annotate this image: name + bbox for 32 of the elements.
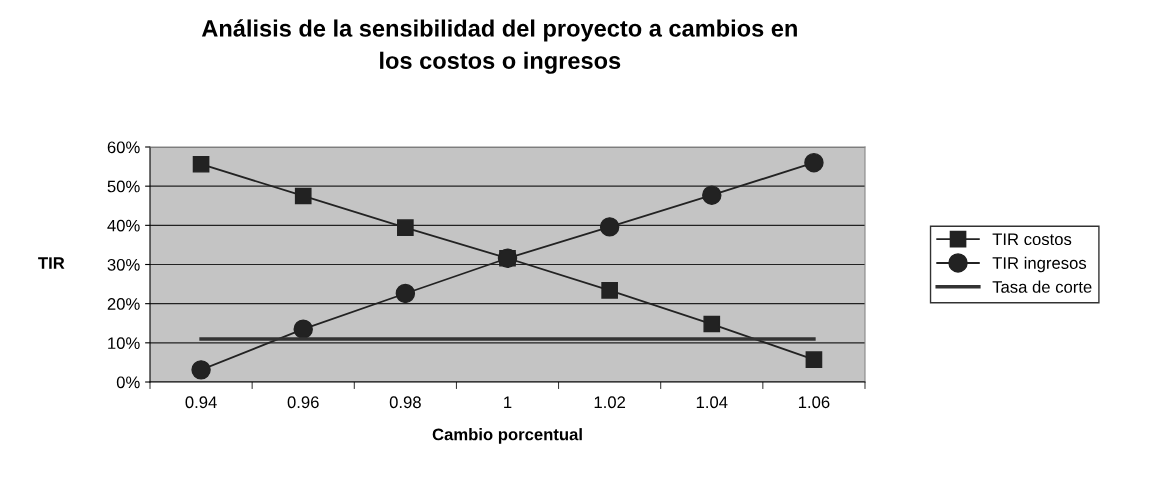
x-tick-label: 1: [504, 396, 512, 408]
y-tick-label: 20%: [107, 298, 140, 310]
x-axis-title: Cambio porcentual: [432, 428, 582, 444]
point: [397, 219, 414, 237]
y-tick-label: 40%: [107, 219, 140, 232]
point: [599, 217, 620, 237]
x-tick-label: 0.94: [185, 396, 217, 409]
x-tick-label: 1.04: [696, 396, 728, 409]
point: [192, 155, 210, 173]
point: [191, 360, 211, 380]
y-tick-label: 0%: [116, 376, 140, 389]
legend-label: TIR ingresos: [992, 256, 1087, 273]
chart-title: Análisis de la sensibilidad del proyecto a cambios en los costos o ingresos: [201, 19, 797, 74]
point: [805, 351, 823, 369]
point: [293, 319, 313, 339]
point: [395, 283, 416, 304]
y-tick-label: 60%: [107, 141, 140, 154]
point: [294, 187, 312, 205]
y-tick-label: 10%: [108, 337, 140, 350]
point: [804, 152, 824, 173]
x-tick-label: 1.02: [594, 396, 626, 409]
y-axis-title: TIR: [38, 257, 65, 269]
legend-label: Tasa de corte: [992, 280, 1092, 293]
x-tick-label: 0.98: [389, 396, 421, 409]
point: [702, 185, 722, 205]
point: [601, 282, 618, 299]
legend-label: TIR costos: [992, 233, 1072, 246]
point: [703, 315, 721, 333]
y-tick-label: 50%: [107, 180, 140, 193]
x-tick-label: 0.96: [287, 396, 319, 409]
y-tick-label: 30%: [107, 258, 140, 271]
x-tick-label: 1.06: [798, 396, 830, 409]
